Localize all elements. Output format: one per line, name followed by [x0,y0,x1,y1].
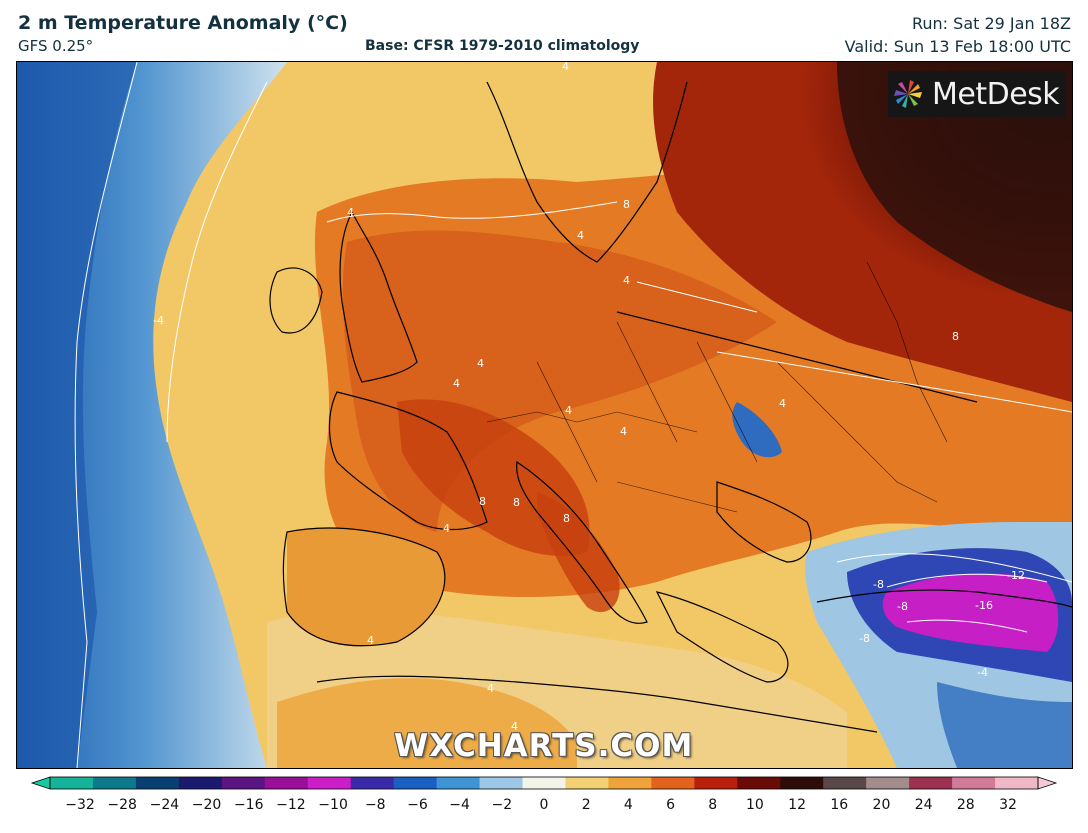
colorbar-tick-label: 4 [623,797,633,813]
contour-label: 8 [563,512,570,525]
colorbar-tick-label: −6 [407,797,428,813]
colorbar-tick-label: 20 [872,797,891,813]
contour-label: -8 [859,632,870,645]
colorbar-swatch [92,777,137,789]
colorbar-tick-label: −20 [191,797,222,813]
model-label: GFS 0.25° [18,37,94,55]
chart-title: 2 m Temperature Anomaly (°C) [18,12,348,34]
contour-label: 8 [479,495,486,508]
colorbar-max-arrow [1037,776,1058,790]
contour-label: 8 [952,330,959,343]
colorbar-tick-label: −10 [318,797,348,813]
map-canvas: 4 4 4 8 4 8 4 4 4 4 4 8 4 8 8 4 4 4 -8 -… [17,62,1072,768]
colorbar-tick-label: −8 [364,797,386,813]
colorbar-swatch [135,777,180,789]
colorbar-swatch [737,777,781,789]
metdesk-logo: MetDesk [888,71,1066,117]
contour-label: 8 [623,198,630,211]
contour-label: 4 [779,397,786,410]
contour-label: 4 [565,404,572,417]
colorbar-swatch [608,777,652,789]
colorbar [30,776,1058,790]
contour-label: 4 [620,425,627,438]
colorbar-tick-label: −12 [276,797,306,813]
colorbar-swatch [995,777,1039,789]
colorbar-swatch [264,777,309,789]
country-borders [486,261,948,513]
climatology-base-label: Base: CFSR 1979-2010 climatology [365,38,640,54]
colorbar-tick-label: −4 [449,797,470,813]
contour-label: -4 [977,666,988,679]
colorbar-tick-label: −24 [149,797,180,813]
contour-label: 8 [513,496,520,509]
contour-label: 4 [347,206,354,219]
contour-label: 4 [577,229,584,242]
colorbar-swatch [178,777,223,789]
colorbar-swatch [221,777,266,789]
colorbar-swatch [436,777,481,789]
colorbar-tick-label: 10 [745,797,764,813]
colorbar-swatch [479,777,524,789]
colorbar-swatch [952,777,996,789]
contour-label: 4 [562,62,569,73]
colorbar-swatch [780,777,824,789]
colorbar-tick-label: 8 [708,797,718,813]
contour-label: 4 [443,522,450,535]
colorbar-tick-label: 16 [830,797,849,813]
colorbar-swatch [522,777,566,789]
contour-label: -16 [975,599,993,612]
colorbar-tick-label: 0 [539,797,549,813]
colorbar-tick-label: 24 [914,797,933,813]
contour-label: 4 [367,634,374,647]
contour-label: -8 [897,600,908,613]
colorbar-swatch [694,777,738,789]
colorbar-swatch [565,777,609,789]
coastlines [269,81,1072,733]
metdesk-logo-text: MetDesk [932,76,1060,112]
colorbar-tick-label: −2 [491,797,513,813]
wxcharts-watermark: WXCHARTS.COM [394,728,694,764]
colorbar-tick-label: 32 [999,797,1017,813]
colorbar-tick-label: 2 [581,797,591,813]
colorbar-min-arrow [30,776,51,790]
contour-label: 4 [487,682,494,695]
colorbar-tick-label: 12 [788,797,806,813]
colorbar-swatch [651,777,695,789]
colorbar-swatch [393,777,438,789]
contour-label: -12 [1007,569,1025,582]
contour-label: 4 [623,274,630,287]
colorbar-swatch [866,777,910,789]
contour-label: 4 [477,357,484,370]
temperature-anomaly-map[interactable]: 4 4 4 8 4 8 4 4 4 4 4 8 4 8 8 4 4 4 -8 -… [16,61,1073,769]
anomaly-contours [74,62,1072,768]
colorbar-tick-label: 6 [666,797,675,813]
colorbar-swatch [350,777,395,789]
run-time-label: Run: Sat 29 Jan 18Z [912,14,1071,33]
colorbar-swatch [823,777,867,789]
pinwheel-logo-icon [894,80,922,108]
contour-label: 4 [453,377,460,390]
colorbar-tick-label: −32 [65,797,95,813]
colorbar-tick-label: −16 [233,797,264,813]
contour-label: -4 [153,314,164,327]
valid-time-label: Valid: Sun 13 Feb 18:00 UTC [844,37,1071,56]
colorbar-tick-label: 28 [956,797,975,813]
colorbar-swatch [50,777,94,789]
contour-label: 4 [511,720,518,733]
colorbar-swatch [909,777,953,789]
colorbar-swatch [307,777,352,789]
colorbar-tick-label: −28 [107,797,137,813]
contour-label: -8 [873,578,884,591]
